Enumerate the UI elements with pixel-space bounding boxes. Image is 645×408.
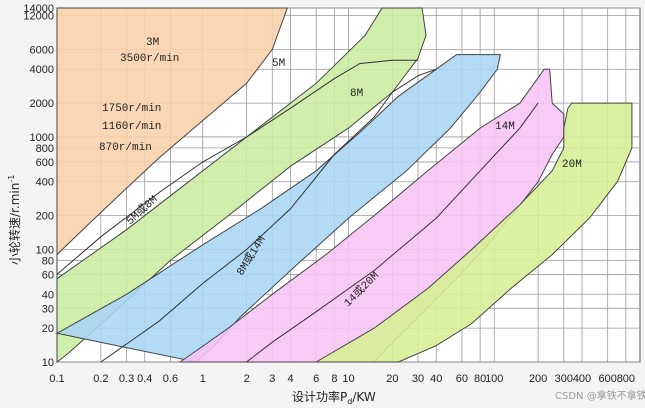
x-tick-label: 80 — [474, 373, 486, 385]
x-tick-label: 0.1 — [49, 373, 64, 385]
x-tick-label: 8 — [331, 373, 337, 385]
y-tick-label: 100 — [36, 244, 54, 256]
x-tick-label: 0.3 — [119, 373, 134, 385]
x-tick-label: 600 — [598, 373, 616, 385]
y-tick-label: 30 — [42, 303, 54, 315]
y-tick-label: 10 — [42, 357, 54, 369]
svg-text:小轮转速/r.min-1: 小轮转速/r.min-1 — [7, 175, 22, 265]
divider-lines — [56, 59, 539, 363]
x-tick-label: 800 — [617, 373, 635, 385]
y-tick-label: 200 — [36, 211, 54, 223]
y-tick-label: 40 — [42, 289, 54, 301]
y-tick-label: 12000 — [23, 11, 54, 23]
svg-text:设计功率Pd/KW: 设计功率Pd/KW — [292, 389, 376, 406]
x-tick-label: 2 — [244, 373, 250, 385]
x-tick-label: 3 — [269, 373, 275, 385]
y-tick-label: 6000 — [30, 44, 54, 56]
x-tick-label: 6 — [313, 373, 319, 385]
watermark: CSDN @拿铁不拿铁 — [555, 389, 645, 402]
belt-type-regions — [55, 7, 633, 364]
label-20m: 20M — [562, 159, 582, 171]
x-tick-label: 60 — [456, 373, 468, 385]
annotation-3500: 3500r/min — [120, 53, 179, 65]
x-axis-title-main: 设计功率P — [292, 389, 347, 404]
y-tick-label: 14000 — [23, 3, 54, 15]
x-tick-label: 20 — [386, 373, 398, 385]
x-axis-title-subscript: d — [347, 397, 352, 406]
annotation-870: 870r/min — [99, 142, 152, 154]
y-axis-title: 小轮转速/r.min-1 — [7, 175, 22, 265]
x-tick-label: 100 — [485, 373, 503, 385]
y-tick-label: 20 — [42, 323, 54, 335]
y-tick-label: 2000 — [30, 98, 54, 110]
x-tick-label: 400 — [573, 373, 591, 385]
y-tick-label: 400 — [36, 177, 54, 189]
x-tick-label: 4 — [287, 373, 293, 385]
divider-line-2 — [100, 68, 437, 363]
label-5m: 5M — [272, 58, 285, 70]
label-8m: 8M — [350, 88, 363, 100]
y-tick-label: 800 — [36, 143, 54, 155]
x-tick-label: 300 — [555, 373, 573, 385]
x-axis-title: 设计功率Pd/KW — [292, 389, 376, 406]
y-axis-title-main: 小轮转速/r.min — [7, 183, 22, 265]
label-14m: 14M — [495, 121, 515, 133]
region-3m — [56, 7, 289, 362]
x-axis-title-unit: /KW — [352, 390, 375, 404]
x-tick-label: 0.2 — [93, 373, 108, 385]
label-3m: 3M — [146, 37, 159, 49]
x-tick-label: 0.4 — [137, 373, 152, 385]
x-tick-label: 30 — [412, 373, 424, 385]
region-8m — [55, 54, 501, 363]
y-tick-label: 4000 — [30, 64, 54, 76]
y-tick-label: 80 — [42, 255, 54, 267]
x-tick-label: 40 — [430, 373, 442, 385]
x-tick-label: 200 — [529, 373, 547, 385]
divider-line-1 — [56, 59, 418, 275]
divider-line-3 — [246, 102, 539, 363]
y-tick-label: 1000 — [30, 132, 54, 144]
y-tick-label: 60 — [42, 269, 54, 281]
x-tick-label: 0.6 — [163, 373, 178, 385]
x-tick-label: 10 — [342, 373, 354, 385]
y-axis-title-superscript: -1 — [7, 175, 16, 183]
annotation-1160: 1160r/min — [102, 121, 161, 133]
x-tick-label: 1 — [200, 373, 206, 385]
y-tick-label: 600 — [36, 157, 54, 169]
annotation-1750: 1750r/min — [102, 103, 161, 115]
region-20m — [314, 102, 633, 363]
